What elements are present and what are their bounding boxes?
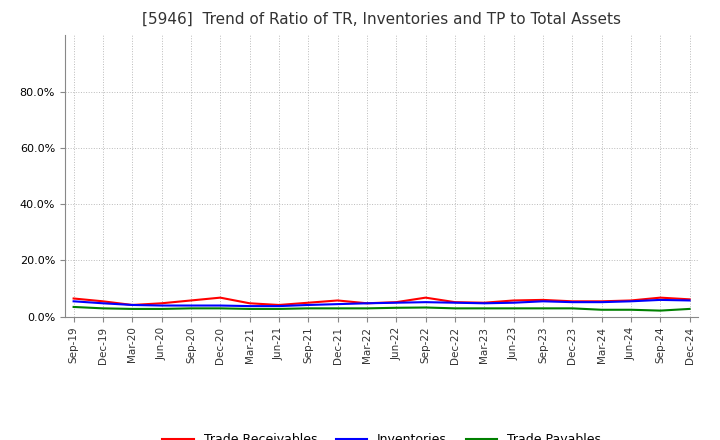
Trade Payables [246,306,254,312]
Inventories [128,302,137,308]
Legend: Trade Receivables, Inventories, Trade Payables: Trade Receivables, Inventories, Trade Pa… [157,429,606,440]
Line: Trade Receivables: Trade Receivables [73,297,690,305]
Trade Receivables [128,302,137,308]
Trade Payables [274,306,283,312]
Trade Payables [539,306,547,311]
Trade Receivables [333,298,342,303]
Trade Payables [99,306,107,311]
Trade Payables [69,304,78,310]
Inventories [451,300,459,305]
Inventories [539,299,547,304]
Trade Payables [392,305,400,311]
Trade Receivables [685,297,694,302]
Trade Receivables [451,300,459,305]
Trade Receivables [626,298,635,303]
Trade Payables [509,306,518,311]
Trade Receivables [274,302,283,308]
Trade Payables [216,306,225,311]
Inventories [421,300,430,305]
Inventories [69,299,78,304]
Trade Payables [186,306,195,311]
Inventories [274,304,283,309]
Inventories [186,303,195,308]
Inventories [246,304,254,309]
Trade Payables [333,306,342,311]
Trade Receivables [304,300,312,305]
Inventories [626,299,635,304]
Trade Receivables [421,295,430,300]
Trade Payables [363,306,372,311]
Inventories [598,300,606,305]
Inventories [392,300,400,305]
Inventories [568,300,577,305]
Trade Payables [568,306,577,311]
Trade Receivables [99,299,107,304]
Inventories [363,301,372,306]
Title: [5946]  Trend of Ratio of TR, Inventories and TP to Total Assets: [5946] Trend of Ratio of TR, Inventories… [142,12,621,27]
Trade Payables [685,306,694,312]
Trade Payables [421,305,430,310]
Inventories [480,301,489,306]
Trade Payables [656,308,665,313]
Trade Receivables [246,301,254,306]
Trade Receivables [157,301,166,306]
Trade Receivables [656,295,665,300]
Line: Inventories: Inventories [73,300,690,306]
Trade Receivables [363,301,372,306]
Trade Receivables [216,295,225,300]
Inventories [216,303,225,308]
Inventories [656,297,665,303]
Trade Receivables [598,299,606,304]
Trade Receivables [480,300,489,305]
Trade Payables [480,306,489,311]
Trade Payables [598,307,606,312]
Inventories [509,300,518,305]
Inventories [99,301,107,306]
Inventories [157,303,166,308]
Trade Receivables [539,297,547,303]
Trade Receivables [392,300,400,305]
Trade Receivables [186,298,195,303]
Trade Payables [451,306,459,311]
Line: Trade Payables: Trade Payables [73,307,690,311]
Trade Payables [157,306,166,312]
Inventories [304,302,312,308]
Trade Receivables [69,296,78,301]
Trade Payables [626,307,635,312]
Trade Payables [304,306,312,311]
Trade Receivables [568,299,577,304]
Trade Receivables [509,298,518,303]
Trade Payables [128,306,137,312]
Inventories [685,298,694,303]
Inventories [333,301,342,307]
